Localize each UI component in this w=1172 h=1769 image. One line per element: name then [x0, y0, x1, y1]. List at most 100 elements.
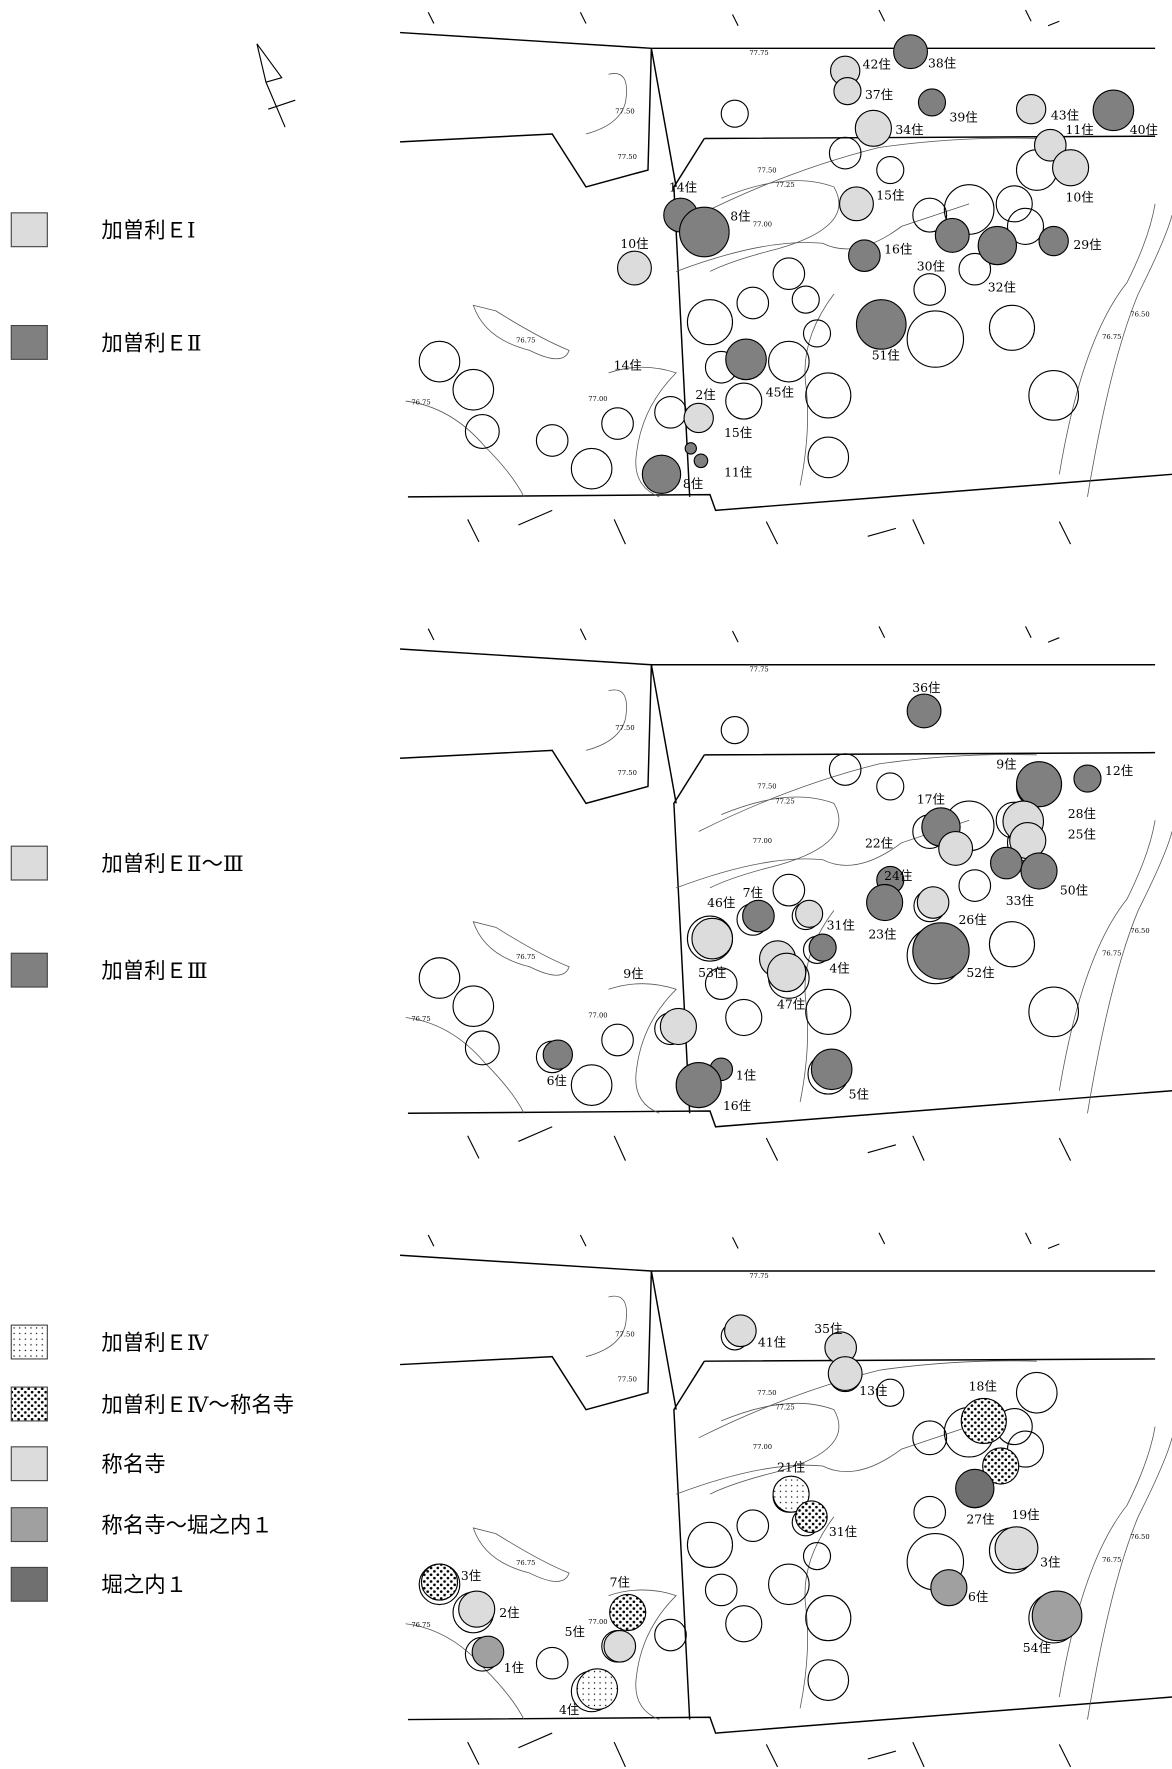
dwelling-label: 40住: [1130, 122, 1158, 137]
dwelling-marked: [939, 832, 973, 866]
dwelling-marked: [811, 1049, 852, 1090]
contour-label: 76.75: [411, 398, 430, 406]
dwelling-label: 53住: [698, 965, 726, 980]
dwelling-label: 54住: [1023, 1640, 1051, 1655]
dwelling-label: 42住: [863, 57, 891, 72]
legend-swatch: [11, 953, 47, 987]
pit-dwelling: [602, 1024, 634, 1056]
dwelling-marked: [809, 934, 836, 961]
contour-line: [1087, 1438, 1172, 1720]
contour-line: [1087, 215, 1172, 497]
pit-dwelling: [829, 754, 861, 786]
grid-stake: [580, 629, 586, 640]
dwelling-label: 27住: [966, 1511, 994, 1526]
legend-label: 加曽利ＥⅡ～Ⅲ: [101, 852, 243, 877]
contour-label: 77.00: [753, 1443, 772, 1451]
grid-stake: [1059, 1138, 1070, 1161]
dwelling-label: 8住: [683, 476, 703, 491]
contour-label: 77.75: [749, 666, 768, 674]
dwelling-marked: [834, 78, 861, 105]
grid-stake: [518, 510, 552, 525]
grid-stake: [913, 1742, 924, 1767]
dwelling-marked: [577, 1669, 618, 1710]
contour-line: [473, 922, 569, 976]
pit-dwelling: [536, 425, 568, 457]
dwelling-marked: [1021, 853, 1057, 889]
dwelling-marked: [796, 1501, 828, 1533]
dwelling-marked: [855, 110, 891, 146]
legend-label: 加曽利ＥⅢ: [101, 959, 207, 984]
contour-label: 77.00: [588, 1011, 607, 1019]
dwelling-label: 7住: [610, 1575, 630, 1590]
dwelling-label: 29住: [1073, 237, 1101, 252]
pit-dwelling: [806, 373, 851, 418]
contour-line: [586, 690, 627, 751]
pit-dwelling: [914, 274, 946, 306]
grid-stake: [428, 12, 434, 23]
dwelling-label: 4住: [559, 1702, 579, 1717]
north-arrow: [257, 44, 295, 127]
pit-dwelling: [907, 311, 963, 367]
pit-dwelling: [877, 157, 904, 184]
contour-label: 76.75: [411, 1015, 430, 1023]
contour-label: 77.50: [757, 166, 776, 174]
contour-label: 77.50: [615, 1330, 634, 1338]
dwelling-label: 25住: [1068, 826, 1096, 841]
contour-label: 77.00: [588, 1618, 607, 1626]
contour-label: 76.50: [1130, 311, 1149, 319]
dwelling-label: 36住: [912, 680, 940, 695]
dwelling-label: 15住: [876, 187, 904, 202]
dwelling-label: 31住: [827, 918, 855, 933]
pit-dwelling: [705, 1574, 737, 1606]
contour-line: [800, 294, 834, 486]
pit-dwelling: [737, 287, 769, 319]
grid-stake: [868, 1145, 896, 1153]
legend-swatch: [11, 1567, 47, 1601]
dwelling-label: 14住: [669, 179, 697, 194]
legend-swatch: [11, 846, 47, 880]
pit-dwelling: [602, 408, 634, 440]
dwelling-marked: [743, 900, 775, 932]
grid-stake: [913, 519, 924, 544]
grid-stake: [468, 1742, 479, 1765]
legend-swatch: [11, 1508, 47, 1542]
grid-stake: [879, 1233, 885, 1244]
site-boundary: [400, 33, 1172, 511]
dwelling-marked: [917, 887, 949, 919]
legend-swatch: [11, 1447, 47, 1481]
dwelling-label: 47住: [777, 996, 805, 1011]
pit-dwelling: [829, 137, 861, 169]
grid-stake: [879, 10, 885, 21]
dwelling-label: 39住: [949, 110, 977, 125]
dwelling-label: 13住: [859, 1383, 887, 1398]
pit-dwelling: [959, 870, 991, 902]
grid-stake: [1048, 21, 1059, 26]
dwelling-marked: [1074, 765, 1101, 792]
dwelling-label: 6住: [968, 1589, 988, 1604]
pit-dwelling: [773, 874, 805, 906]
grid-stake: [428, 629, 434, 640]
contour-line: [1087, 832, 1172, 1114]
dwelling-label: 1住: [504, 1660, 524, 1675]
contour-label: 76.75: [411, 1621, 430, 1629]
contour-line: [406, 1017, 524, 1113]
dwelling-marked: [935, 218, 969, 252]
dwelling-label: 32住: [988, 280, 1016, 295]
dwelling-label: 15住: [724, 425, 752, 440]
grid-stake: [766, 1744, 777, 1767]
pit-dwelling: [726, 999, 762, 1035]
grid-stake: [766, 522, 777, 545]
contour-label: 76.75: [1102, 1556, 1121, 1564]
grid-stake: [468, 1136, 479, 1159]
dwelling-marked: [849, 240, 881, 272]
contour-label: 76.50: [1130, 1533, 1149, 1541]
pit-dwelling: [806, 1596, 851, 1641]
contour-line: [710, 181, 839, 272]
grid-stake: [1048, 638, 1059, 643]
dwelling-marked: [421, 1564, 457, 1600]
dwelling-label: 52住: [966, 965, 994, 980]
dwelling-label: 45住: [766, 385, 794, 400]
dwelling-marked: [796, 900, 823, 927]
pit-dwelling: [913, 1421, 947, 1455]
pit-dwelling: [721, 100, 748, 127]
